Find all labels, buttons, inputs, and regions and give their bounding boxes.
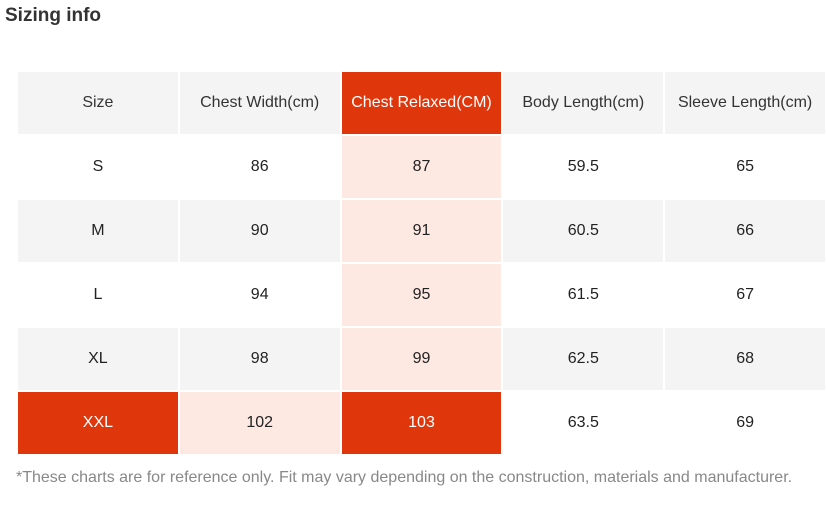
cell-chest-width: 98: [179, 328, 340, 390]
cell-body-length: 59.5: [503, 136, 664, 198]
header-chest-width: Chest Width(cm): [179, 72, 340, 134]
table-row: L 94 95 61.5 67: [18, 264, 825, 326]
cell-body-length: 62.5: [503, 328, 664, 390]
cell-sleeve-length: 68: [665, 328, 825, 390]
cell-chest-width: 86: [179, 136, 340, 198]
table-row: S 86 87 59.5 65: [18, 136, 825, 198]
cell-chest-relaxed: 103: [341, 392, 502, 454]
cell-chest-relaxed: 99: [341, 328, 502, 390]
header-sleeve-length: Sleeve Length(cm): [665, 72, 825, 134]
cell-size: M: [18, 200, 178, 262]
table-row: XL 98 99 62.5 68: [18, 328, 825, 390]
table-row: XXL 102 103 63.5 69: [18, 392, 825, 454]
cell-chest-relaxed: 95: [341, 264, 502, 326]
table-header-row: Size Chest Width(cm) Chest Relaxed(CM) B…: [18, 72, 825, 134]
cell-sleeve-length: 65: [665, 136, 825, 198]
cell-body-length: 63.5: [503, 392, 664, 454]
cell-chest-width: 90: [179, 200, 340, 262]
header-chest-relaxed: Chest Relaxed(CM): [341, 72, 502, 134]
cell-size: L: [18, 264, 178, 326]
cell-chest-width: 102: [179, 392, 340, 454]
cell-size: XL: [18, 328, 178, 390]
cell-body-length: 60.5: [503, 200, 664, 262]
page-title: Sizing info: [5, 5, 102, 26]
cell-chest-relaxed: 91: [341, 200, 502, 262]
header-body-length: Body Length(cm): [503, 72, 664, 134]
reference-note: *These charts are for reference only. Fi…: [16, 469, 793, 486]
cell-sleeve-length: 66: [665, 200, 825, 262]
cell-sleeve-length: 67: [665, 264, 825, 326]
cell-size: S: [18, 136, 178, 198]
cell-sleeve-length: 69: [665, 392, 825, 454]
table-row: M 90 91 60.5 66: [18, 200, 825, 262]
cell-size: XXL: [18, 392, 178, 454]
cell-body-length: 61.5: [503, 264, 664, 326]
header-size: Size: [18, 72, 178, 134]
sizing-table: Size Chest Width(cm) Chest Relaxed(CM) B…: [16, 70, 827, 456]
cell-chest-relaxed: 87: [341, 136, 502, 198]
cell-chest-width: 94: [179, 264, 340, 326]
